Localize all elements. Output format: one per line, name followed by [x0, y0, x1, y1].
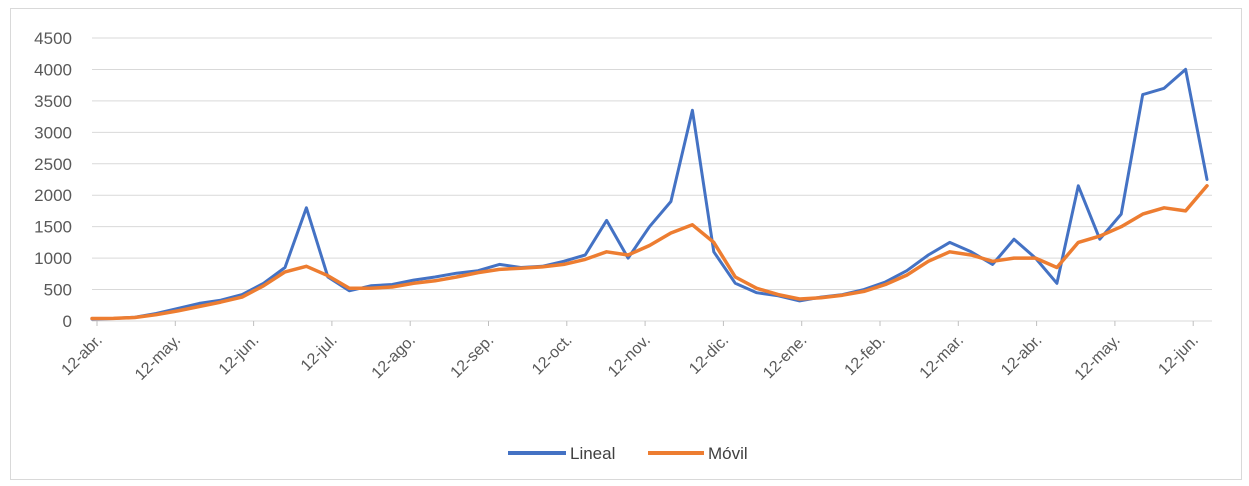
chart-frame [10, 8, 1242, 480]
y-tick-label: 500 [44, 281, 72, 300]
y-tick-label: 1500 [34, 218, 72, 237]
series-line-movil [90, 184, 1209, 321]
series-lines [90, 67, 1209, 321]
y-tick-label: 3500 [34, 92, 72, 111]
y-tick-label: 1000 [34, 249, 72, 268]
x-tick-label: 12-abr. [59, 332, 106, 379]
x-tick-label: 12-jun. [1155, 332, 1202, 379]
y-tick-label: 0 [63, 312, 72, 331]
x-tick-label: 12-mar. [917, 332, 967, 382]
gridlines [92, 37, 1212, 322]
y-tick-label: 4500 [34, 29, 72, 48]
x-tick-label: 12-abr. [998, 332, 1045, 379]
x-tick-label: 12-jun. [216, 332, 263, 379]
y-tick-label: 4000 [34, 60, 72, 79]
x-tick-label: 12-may. [1072, 332, 1124, 384]
x-tick-label: 12-oct. [529, 332, 576, 379]
x-tick-label: 12-ago. [369, 332, 419, 382]
legend-label-lineal: Lineal [570, 444, 615, 463]
x-tick-label: 12-may. [132, 332, 184, 384]
y-axis-ticks: 0 500 1000 1500 2000 2500 3000 3500 4000 4500 [34, 29, 72, 331]
x-tick-label: 12-feb. [842, 332, 889, 379]
y-tick-label: 3000 [34, 123, 72, 142]
x-tick-label: 12-nov. [605, 332, 654, 381]
x-axis-ticks: 12-abr. 12-may. 12-jun. 12-jul. 12-ago. 12-se… [59, 321, 1202, 384]
legend: Lineal Móvil [508, 444, 748, 463]
series-line-lineal [90, 67, 1209, 321]
y-tick-label: 2500 [34, 155, 72, 174]
x-tick-label: 12-ene. [760, 332, 810, 382]
x-tick-label: 12-sep. [448, 332, 498, 382]
x-tick-label: 12-dic. [686, 332, 732, 378]
y-tick-label: 2000 [34, 186, 72, 205]
x-tick-label: 12-jul. [298, 332, 341, 375]
legend-label-movil: Móvil [708, 444, 748, 463]
